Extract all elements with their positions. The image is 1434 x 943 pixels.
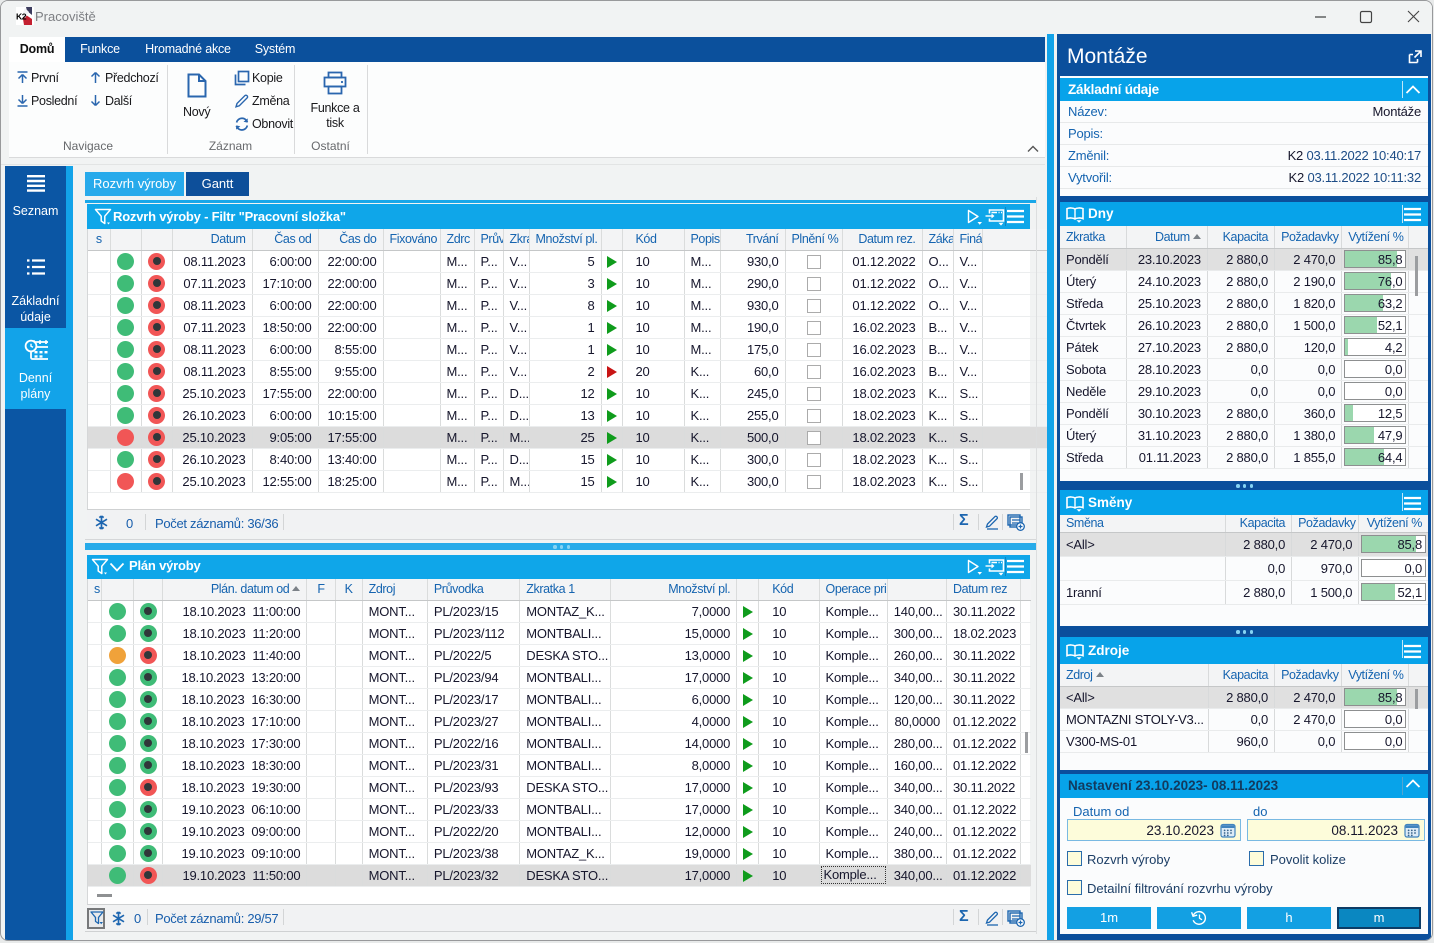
svg-text:K2: K2	[16, 12, 27, 22]
